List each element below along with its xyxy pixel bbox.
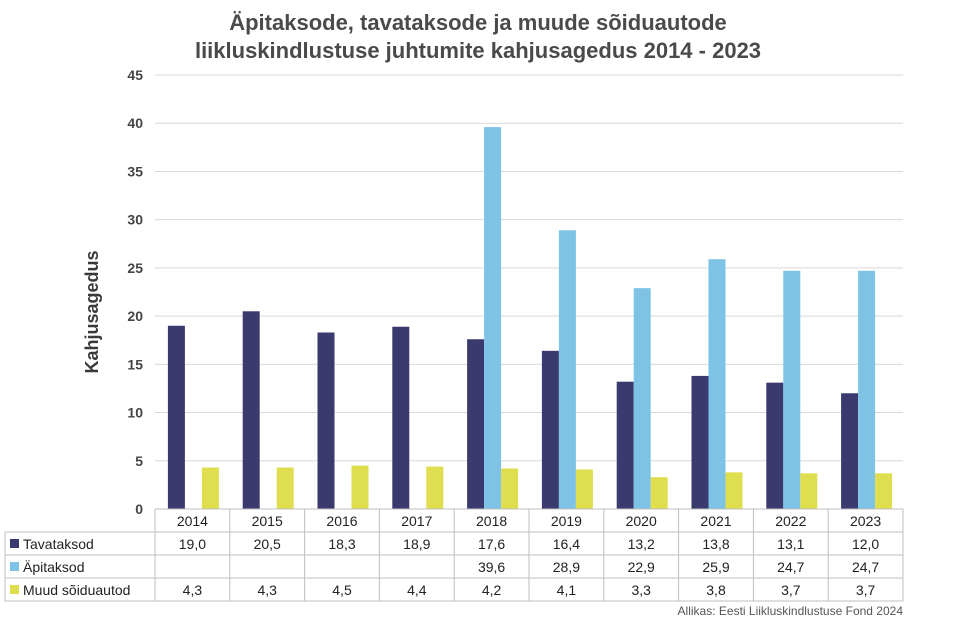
bar-tavataksod-2022 xyxy=(766,382,784,509)
y-tick-label: 40 xyxy=(127,115,143,131)
data-table-value: 4,1 xyxy=(557,582,577,598)
data-table-value: 3,7 xyxy=(856,582,876,598)
bar-muud-s-iduautod-2015 xyxy=(276,467,294,509)
bars xyxy=(167,127,893,509)
bar-muud-s-iduautod-2021 xyxy=(725,472,743,509)
x-tick-label: 2015 xyxy=(252,513,283,529)
bar--pitaksod-2020 xyxy=(633,288,651,509)
data-table-value: 24,7 xyxy=(852,559,879,575)
bar-tavataksod-2019 xyxy=(541,350,559,509)
data-table: 2014 2015 2016 2017 2018 2019 2020 2021 2022 2023… xyxy=(4,508,904,602)
legend-swatch xyxy=(10,539,19,548)
data-table-value: 18,9 xyxy=(403,536,430,552)
bar-muud-s-iduautod-2017 xyxy=(426,466,444,509)
data-table-value: 22,9 xyxy=(628,559,655,575)
bar-tavataksod-2016 xyxy=(317,332,335,509)
data-table-value: 4,5 xyxy=(332,582,352,598)
bar-muud-s-iduautod-2023 xyxy=(875,473,893,509)
legend-label: Äpitaksod xyxy=(23,559,84,575)
bar--pitaksod-2021 xyxy=(708,259,726,509)
x-tick-label: 2021 xyxy=(700,513,731,529)
gridlines xyxy=(155,74,903,510)
bar-tavataksod-2015 xyxy=(242,311,260,509)
bar-tavataksod-2017 xyxy=(392,326,410,509)
bar--pitaksod-2022 xyxy=(783,270,801,509)
data-table-value: 13,1 xyxy=(777,536,804,552)
chart-title-line-2: liikluskindlustuse juhtumite kahjusagedu… xyxy=(195,38,761,63)
x-tick-label: 2018 xyxy=(476,513,507,529)
y-tick-label: 10 xyxy=(127,405,143,421)
legend-swatch xyxy=(10,562,19,571)
data-table-value: 20,5 xyxy=(254,536,281,552)
legend-label: Tavataksod xyxy=(23,536,94,552)
legend-swatch xyxy=(10,585,19,594)
data-table-value: 3,8 xyxy=(706,582,726,598)
x-tick-label: 2019 xyxy=(551,513,582,529)
data-table-value: 24,7 xyxy=(777,559,804,575)
y-tick-label: 5 xyxy=(135,453,143,469)
bar-muud-s-iduautod-2019 xyxy=(575,469,593,509)
data-table-value: 13,2 xyxy=(628,536,655,552)
bar-muud-s-iduautod-2014 xyxy=(201,467,219,509)
x-tick-label: 2017 xyxy=(401,513,432,529)
data-table-value: 4,3 xyxy=(257,582,277,598)
y-tick-label: 15 xyxy=(127,356,143,372)
bar--pitaksod-2018 xyxy=(484,127,502,509)
data-table-value: 4,2 xyxy=(482,582,502,598)
data-table-value: 13,8 xyxy=(702,536,729,552)
y-tick-label: 35 xyxy=(127,163,143,179)
bar-tavataksod-2018 xyxy=(467,339,485,509)
data-table-value: 3,3 xyxy=(631,582,651,598)
x-tick-label: 2022 xyxy=(775,513,806,529)
x-tick-label: 2020 xyxy=(626,513,657,529)
bar--pitaksod-2019 xyxy=(558,230,576,509)
data-table-value: 19,0 xyxy=(179,536,206,552)
data-table-value: 17,6 xyxy=(478,536,505,552)
data-table-value: 39,6 xyxy=(478,559,505,575)
bar-tavataksod-2021 xyxy=(691,375,709,509)
bar-muud-s-iduautod-2020 xyxy=(650,477,668,509)
bar-tavataksod-2020 xyxy=(616,381,634,509)
y-tick-label: 20 xyxy=(127,308,143,324)
bar-muud-s-iduautod-2018 xyxy=(501,468,519,509)
x-tick-label: 2016 xyxy=(326,513,357,529)
data-table-value: 25,9 xyxy=(702,559,729,575)
bar-tavataksod-2014 xyxy=(167,325,185,509)
bar-tavataksod-2023 xyxy=(841,393,859,509)
x-tick-label: 2014 xyxy=(177,513,208,529)
data-table-value: 4,3 xyxy=(183,582,203,598)
data-table-value: 28,9 xyxy=(553,559,580,575)
x-tick-label: 2023 xyxy=(850,513,881,529)
bar--pitaksod-2023 xyxy=(858,270,876,509)
y-tick-label: 45 xyxy=(127,67,143,83)
legend-label: Muud sõiduautod xyxy=(23,582,130,598)
bar-muud-s-iduautod-2022 xyxy=(800,473,818,509)
data-table-value: 16,4 xyxy=(553,536,580,552)
data-table-value: 4,4 xyxy=(407,582,427,598)
chart-title-line-1: Äpitaksode, tavataksode ja muude sõiduau… xyxy=(229,10,727,35)
data-table-value: 18,3 xyxy=(328,536,355,552)
data-table-value: 3,7 xyxy=(781,582,801,598)
bar-muud-s-iduautod-2016 xyxy=(351,465,369,509)
y-tick-label: 30 xyxy=(127,212,143,228)
y-axis-ticks: 0 5 10 15 20 25 30 35 40 45 xyxy=(127,67,143,517)
y-axis-label: Kahjusagedus xyxy=(82,250,102,373)
data-table-value: 12,0 xyxy=(852,536,879,552)
y-tick-label: 25 xyxy=(127,260,143,276)
source-note: Allikas: Eesti Liikluskindlustuse Fond 2… xyxy=(678,604,904,618)
y-tick-label: 0 xyxy=(135,501,143,517)
